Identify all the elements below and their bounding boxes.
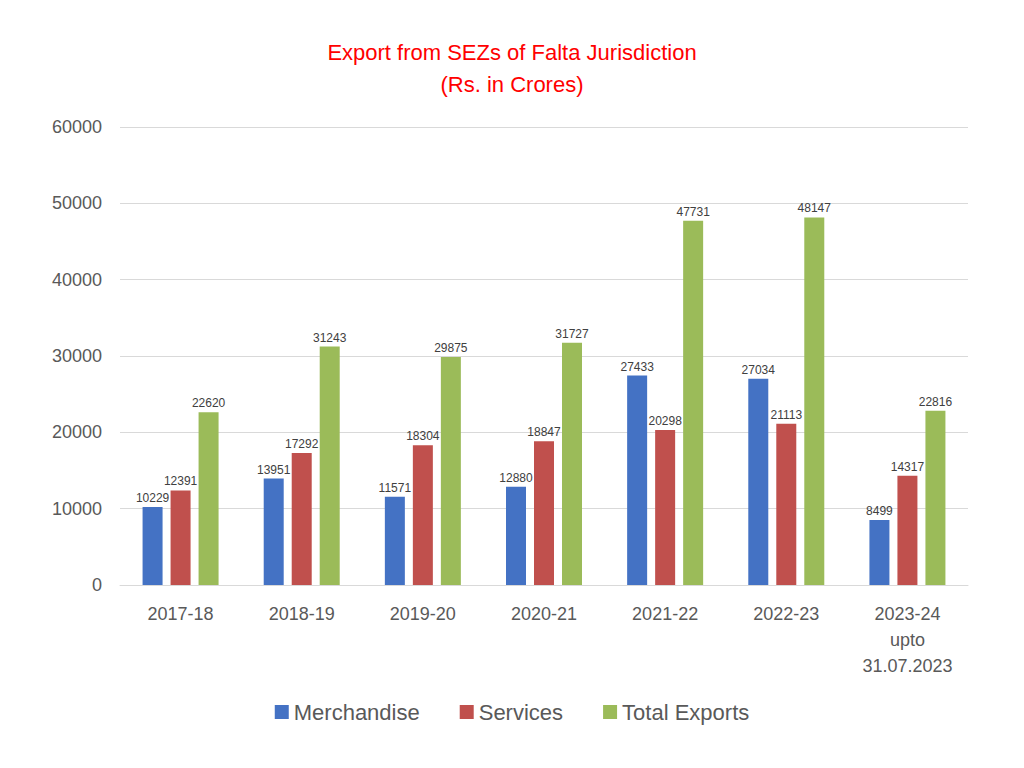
svg-text:20000: 20000	[52, 422, 102, 442]
svg-text:2019-20: 2019-20	[390, 604, 456, 624]
svg-text:20298: 20298	[648, 414, 682, 428]
svg-text:47731: 47731	[676, 205, 710, 219]
svg-text:21113: 21113	[770, 408, 802, 422]
svg-text:31.07.2023: 31.07.2023	[862, 656, 952, 676]
svg-text:30000: 30000	[52, 346, 102, 366]
svg-text:31243: 31243	[313, 331, 347, 345]
svg-text:2023-24: 2023-24	[874, 604, 940, 624]
svg-text:Total Exports: Total Exports	[622, 700, 749, 725]
svg-text:60000: 60000	[52, 117, 102, 137]
svg-text:12391: 12391	[164, 474, 198, 488]
svg-text:2017-18: 2017-18	[148, 604, 214, 624]
svg-text:17292: 17292	[285, 437, 319, 451]
svg-text:12880: 12880	[499, 471, 533, 485]
svg-text:2018-19: 2018-19	[269, 604, 335, 624]
svg-text:14317: 14317	[891, 460, 925, 474]
svg-text:8499: 8499	[866, 504, 893, 518]
svg-text:10229: 10229	[136, 491, 170, 505]
svg-text:(Rs. in Crores): (Rs. in Crores)	[440, 72, 583, 97]
svg-text:13951: 13951	[257, 463, 291, 477]
svg-text:29875: 29875	[434, 341, 468, 355]
svg-text:11571: 11571	[379, 481, 412, 495]
svg-text:0: 0	[92, 575, 102, 595]
svg-text:Merchandise: Merchandise	[294, 700, 420, 725]
svg-text:48147: 48147	[798, 201, 832, 215]
svg-text:10000: 10000	[52, 499, 102, 519]
svg-text:22620: 22620	[192, 396, 226, 410]
svg-text:40000: 40000	[52, 270, 102, 290]
svg-text:2021-22: 2021-22	[632, 604, 698, 624]
svg-text:27034: 27034	[742, 363, 776, 377]
svg-text:18304: 18304	[406, 429, 440, 443]
svg-text:2020-21: 2020-21	[511, 604, 577, 624]
svg-text:31727: 31727	[555, 327, 589, 341]
svg-text:Services: Services	[479, 700, 563, 725]
svg-text:2022-23: 2022-23	[753, 604, 819, 624]
svg-text:50000: 50000	[52, 193, 102, 213]
svg-text:27433: 27433	[620, 360, 654, 374]
svg-text:22816: 22816	[919, 395, 953, 409]
svg-text:Export from SEZs of Falta Juri: Export from SEZs of Falta Jurisdiction	[327, 40, 696, 65]
svg-text:18847: 18847	[527, 425, 561, 439]
svg-text:upto: upto	[890, 630, 925, 650]
